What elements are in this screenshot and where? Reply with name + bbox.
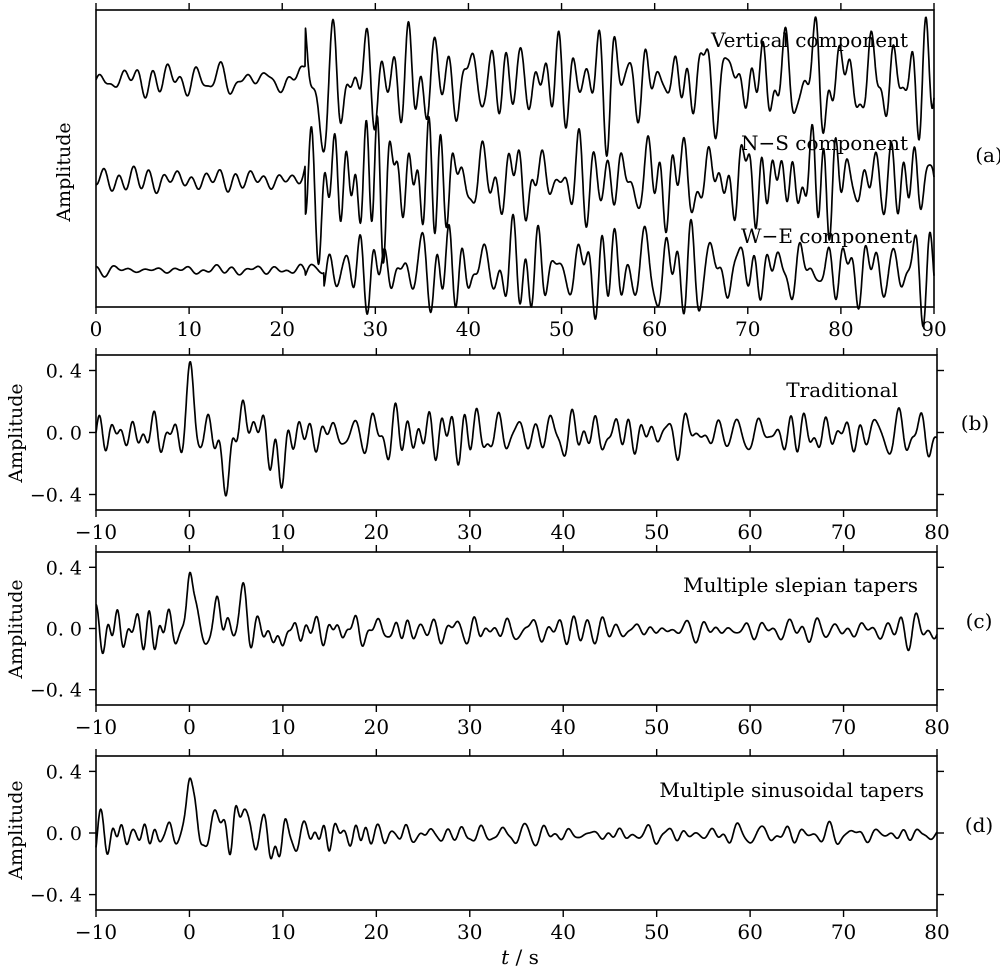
panel-b-label: (b) <box>961 411 989 435</box>
x-tick-label: 80 <box>828 317 853 341</box>
x-tick-label: 50 <box>644 715 669 739</box>
vertical-component-label: Vertical component <box>710 28 908 52</box>
ns-component-label: N−S component <box>741 131 908 155</box>
x-tick-label: 70 <box>735 317 760 341</box>
traditional-label: Traditional <box>786 378 898 402</box>
x-tick-label: 20 <box>364 920 389 944</box>
x-tick-label: 70 <box>831 520 856 544</box>
x-tick-label: 70 <box>831 715 856 739</box>
x-tick-label: 20 <box>364 520 389 544</box>
panel-b-ylabel: Amplitude <box>5 383 27 483</box>
x-axis-title: t / s <box>501 945 539 969</box>
x-tick-label: 30 <box>457 715 482 739</box>
y-tick-label: −0. 4 <box>30 485 82 507</box>
we-component-label: W−E component <box>741 224 912 248</box>
panel-d: −10 0 10 20 30 40 50 60 70 80 0. 4 0. 0 −0. 4 <box>30 749 950 944</box>
x-tick-label: 10 <box>176 317 201 341</box>
x-tick-label: 40 <box>550 920 575 944</box>
series-line-sinusoidal <box>95 777 938 860</box>
sinusoidal-label: Multiple sinusoidal tapers <box>659 778 924 802</box>
panel-c-ylabel: Amplitude <box>5 579 27 679</box>
panel-c-label: (c) <box>966 609 993 633</box>
panels: 0 10 20 30 40 50 60 70 80 90−10 0 10 20 30 40 50 60 70 800… <box>30 3 950 944</box>
series-line-slepian <box>95 571 938 655</box>
panel-a: 0 10 20 30 40 50 60 70 80 90 <box>90 3 947 341</box>
panel-d-ylabel: Amplitude <box>5 780 27 880</box>
x-tick-label: 0 <box>183 520 196 544</box>
y-tick-label: −0. 4 <box>30 885 82 907</box>
x-tick-label: 50 <box>644 920 669 944</box>
x-tick-label: 0 <box>183 920 196 944</box>
x-tick-label: 40 <box>456 317 481 341</box>
x-tick-label: 30 <box>457 920 482 944</box>
x-tick-label: 40 <box>550 520 575 544</box>
x-tick-label: 50 <box>549 317 574 341</box>
x-tick-label: 0 <box>90 317 103 341</box>
x-tick-label: 10 <box>270 715 295 739</box>
y-tick-label: 0. 0 <box>46 423 82 445</box>
panel-a-ylabel: Amplitude <box>53 122 75 222</box>
series-line-we <box>95 213 935 328</box>
y-tick-label: 0. 4 <box>46 361 82 383</box>
x-tick-label: 10 <box>270 920 295 944</box>
series-line-traditional <box>95 360 938 497</box>
x-tick-label: 60 <box>642 317 667 341</box>
x-tick-label: 0 <box>183 715 196 739</box>
panel-b: −10 0 10 20 30 40 50 60 70 80 0. 4 0. 0 −0. 4 <box>30 348 950 544</box>
x-tick-label: 60 <box>737 715 762 739</box>
panel-a-label: (a) <box>975 143 1000 167</box>
x-tick-label: 30 <box>457 520 482 544</box>
y-tick-label: 0. 4 <box>46 557 82 579</box>
x-tick-label: 60 <box>737 520 762 544</box>
x-axis-var: t <box>501 945 510 969</box>
y-tick-label: 0. 4 <box>46 761 82 783</box>
x-tick-label: 90 <box>921 317 946 341</box>
x-tick-label: 80 <box>924 715 949 739</box>
panel-c: −10 0 10 20 30 40 50 60 70 80 0. 4 0. 0 −0. 4 <box>30 545 950 739</box>
x-tick-label: −10 <box>75 520 117 544</box>
x-tick-label: 40 <box>550 715 575 739</box>
series-line-ns <box>95 115 935 266</box>
y-tick-label: 0. 0 <box>46 823 82 845</box>
x-tick-label: 60 <box>737 920 762 944</box>
plot-frame <box>95 9 935 308</box>
y-tick-label: −0. 4 <box>30 680 82 702</box>
slepian-label: Multiple slepian tapers <box>683 573 918 597</box>
y-tick-label: 0. 0 <box>46 619 82 641</box>
x-tick-label: −10 <box>75 920 117 944</box>
x-tick-label: 20 <box>269 317 294 341</box>
x-tick-label: 20 <box>364 715 389 739</box>
x-tick-label: 80 <box>924 920 949 944</box>
x-tick-label: 50 <box>644 520 669 544</box>
x-tick-label: 10 <box>270 520 295 544</box>
x-tick-label: −10 <box>75 715 117 739</box>
series-line-vertical <box>95 16 935 157</box>
x-tick-label: 80 <box>924 520 949 544</box>
x-tick-label: 30 <box>363 317 388 341</box>
x-axis-unit: / s <box>509 945 539 969</box>
x-tick-label: 70 <box>831 920 856 944</box>
panel-d-label: (d) <box>965 813 993 837</box>
